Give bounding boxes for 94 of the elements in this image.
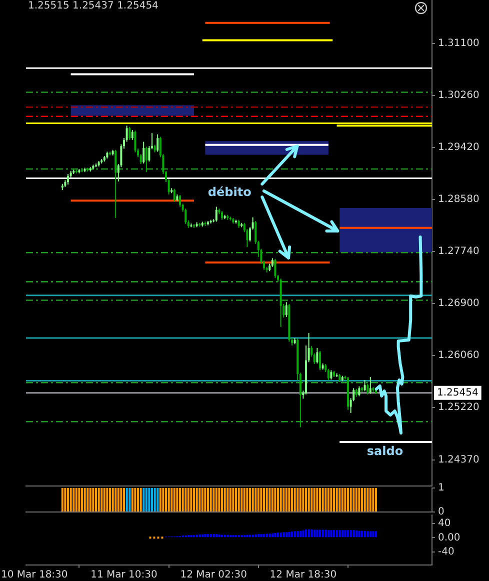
y-tick-label: 1 [438, 482, 444, 494]
bar [198, 534, 201, 538]
bar [350, 530, 352, 538]
bar [338, 530, 341, 538]
candlestick [179, 194, 181, 208]
y-tick-label: 1.27740 [438, 246, 480, 257]
bar [310, 529, 313, 538]
bar [274, 532, 276, 538]
bar [358, 530, 360, 538]
bar [336, 530, 338, 538]
candlestick [327, 368, 330, 381]
candlestick [369, 376, 372, 394]
bar [366, 531, 369, 538]
bar [262, 534, 266, 538]
bar [266, 534, 268, 538]
bar [271, 533, 274, 538]
bar [327, 530, 330, 538]
annotation: saldo [366, 444, 404, 458]
candlestick [364, 380, 366, 392]
bar [254, 534, 257, 538]
bar [206, 534, 210, 538]
bar [304, 529, 308, 538]
candlestick [173, 188, 176, 202]
bar [324, 530, 327, 538]
bar [332, 530, 336, 538]
bar [352, 530, 355, 538]
y-tick-label: 1.26060 [438, 350, 480, 361]
bar [316, 530, 318, 538]
candlestick [366, 383, 369, 395]
x-tick-label: 12 Mar 02:30 [180, 570, 247, 581]
candlestick [316, 347, 318, 364]
candlestick [114, 149, 117, 218]
ref-line-label: 1.25454 [437, 387, 478, 398]
candlestick [67, 173, 69, 185]
y-tick-label: 0 [438, 506, 444, 518]
y-tick-label: 1.30260 [438, 90, 480, 101]
bar [299, 530, 302, 538]
bar [369, 531, 372, 538]
bar [276, 532, 280, 538]
bar [257, 534, 260, 538]
bar [218, 534, 220, 538]
candlestick [131, 130, 134, 140]
candlestick [145, 146, 148, 173]
bar [210, 534, 212, 538]
bar [294, 531, 296, 538]
y-tick-label: 1.25220 [438, 402, 480, 413]
bar [215, 534, 218, 538]
bar [290, 532, 294, 538]
candlestick [128, 126, 131, 140]
candlestick [319, 350, 321, 371]
bar [313, 530, 316, 538]
y-tick-label: 1.29420 [438, 142, 480, 153]
y-tick-label: 0.00 [438, 532, 460, 544]
candlestick [215, 206, 218, 222]
candlestick [285, 302, 288, 318]
x-tick-label: 12 Mar 18:30 [270, 570, 337, 581]
bar [302, 530, 304, 538]
bar [344, 530, 346, 538]
bar [330, 530, 332, 538]
bar [268, 534, 271, 538]
bar [201, 534, 204, 538]
bar [212, 534, 215, 538]
bar [285, 532, 288, 538]
bar [341, 530, 344, 538]
bar [322, 530, 324, 538]
bar [374, 531, 378, 538]
bar [308, 529, 310, 538]
y-tick-label: 1.28580 [438, 194, 480, 205]
bar [364, 530, 366, 538]
annotation: 1.25515 1.25437 1.25454 [28, 0, 158, 12]
candlestick [156, 134, 159, 152]
candlestick [142, 141, 145, 164]
x-tick-label: 10 Mar 18:30 [1, 570, 68, 581]
y-tick-label: 1.31100 [438, 38, 480, 49]
bar [260, 534, 262, 538]
y-tick-label: 1.26900 [438, 298, 480, 309]
bar [296, 531, 299, 538]
bar [372, 531, 374, 538]
bar [360, 530, 364, 538]
y-tick-label: -40 [438, 546, 454, 558]
x-tick-label: 11 Mar 10:30 [90, 570, 158, 581]
annotation: débito [208, 184, 252, 199]
bar [346, 530, 350, 538]
candlestick [330, 370, 332, 380]
y-tick-label: 40 [438, 518, 451, 529]
bar [280, 532, 282, 538]
bar [318, 530, 322, 538]
bar [282, 532, 285, 538]
bar [204, 534, 206, 538]
candlestick [274, 258, 276, 278]
bar [355, 530, 358, 538]
y-tick-label: 1.24370 [438, 454, 480, 466]
bar [288, 532, 290, 538]
candlestick [358, 386, 360, 397]
